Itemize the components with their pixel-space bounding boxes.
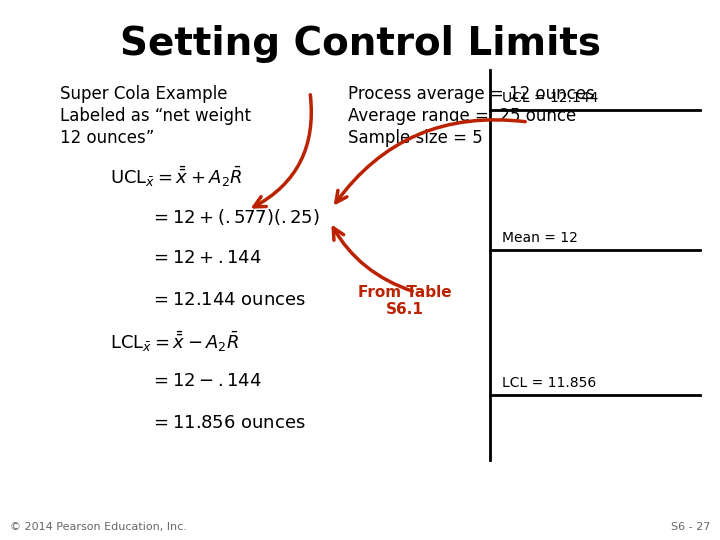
Text: Super Cola Example: Super Cola Example — [60, 85, 228, 103]
Text: $= 12 + (.577)(.25)$: $= 12 + (.577)(.25)$ — [150, 207, 320, 227]
Text: $\mathrm{UCL}_{\bar{x}} = \bar{\bar{x}} + A_2\bar{R}$: $\mathrm{UCL}_{\bar{x}} = \bar{\bar{x}} … — [110, 165, 243, 189]
Text: © 2014 Pearson Education, Inc.: © 2014 Pearson Education, Inc. — [10, 522, 187, 532]
Text: UCL = 12.144: UCL = 12.144 — [502, 91, 598, 105]
Text: Setting Control Limits: Setting Control Limits — [120, 25, 600, 63]
Text: Process average = 12 ounces: Process average = 12 ounces — [348, 85, 595, 103]
Text: LCL = 11.856: LCL = 11.856 — [502, 376, 596, 390]
Text: $= 12.144$ ounces: $= 12.144$ ounces — [150, 291, 306, 309]
Text: Sample size = 5: Sample size = 5 — [348, 129, 482, 147]
Text: $= 12 + .144$: $= 12 + .144$ — [150, 249, 261, 267]
Text: 12 ounces”: 12 ounces” — [60, 129, 154, 147]
Text: Mean = 12: Mean = 12 — [502, 231, 578, 245]
Text: $= 11.856$ ounces: $= 11.856$ ounces — [150, 414, 305, 432]
Text: $= 12 - .144$: $= 12 - .144$ — [150, 372, 261, 390]
Text: From Table
S6.1: From Table S6.1 — [358, 285, 452, 318]
Text: Labeled as “net weight: Labeled as “net weight — [60, 107, 251, 125]
Text: S6 - 27: S6 - 27 — [670, 522, 710, 532]
Text: $\mathrm{LCL}_{\bar{x}} = \bar{\bar{x}} - A_2\bar{R}$: $\mathrm{LCL}_{\bar{x}} = \bar{\bar{x}} … — [110, 330, 239, 354]
Text: Average range = .25 ounce: Average range = .25 ounce — [348, 107, 576, 125]
